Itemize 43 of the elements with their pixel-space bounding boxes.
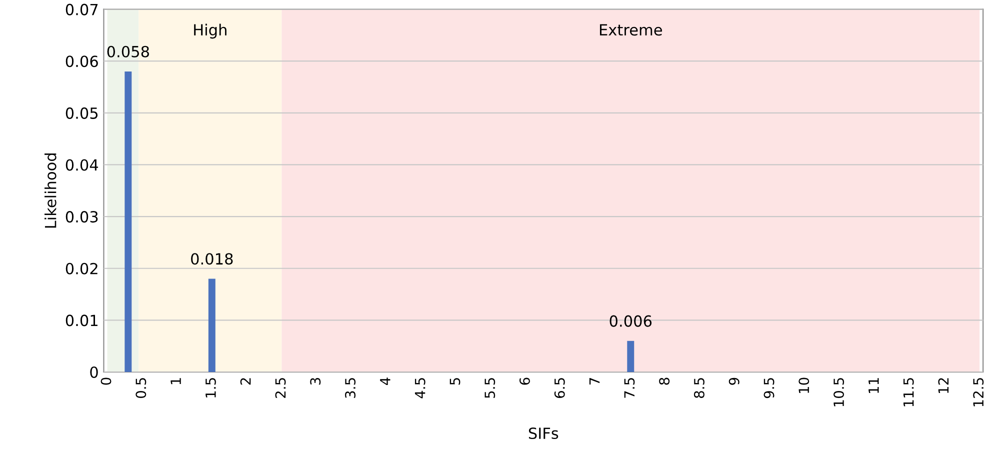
x-tick-label: 5 <box>450 378 460 385</box>
x-tick-label: 11.5 <box>903 378 914 406</box>
y-tick-label: 0.01 <box>66 314 98 326</box>
x-tick-label: 1.5 <box>206 378 216 398</box>
y-tick-label: 0.04 <box>66 159 98 171</box>
data-label: 0.018 <box>191 253 233 265</box>
x-tick-label: 10 <box>798 378 810 394</box>
y-axis-title: Likelihood <box>44 154 56 228</box>
x-tick-label: 11 <box>868 378 879 394</box>
x-tick-label: 4.5 <box>414 378 426 398</box>
x-tick-label: 7 <box>589 378 600 385</box>
x-tick-label: 5.5 <box>484 378 496 398</box>
y-tick-label: 0.07 <box>66 4 98 16</box>
x-tick-label: 7.5 <box>624 378 635 398</box>
x-tick-label: 3.5 <box>345 378 356 398</box>
x-tick-label: 2 <box>240 378 251 385</box>
x-tick-label: 8 <box>659 378 670 385</box>
bar <box>124 71 132 372</box>
bar <box>627 340 634 372</box>
y-tick-label: 0.03 <box>66 211 98 223</box>
x-tick-label: 3 <box>310 378 321 385</box>
x-tick-label: 0.5 <box>136 378 146 398</box>
x-tick-label: 10.5 <box>834 378 844 406</box>
y-tick-label: 0.06 <box>66 56 98 68</box>
x-tick-label: 4 <box>380 378 390 386</box>
x-axis-title: SIFs <box>528 428 558 440</box>
x-tick-label: 6 <box>519 378 530 385</box>
data-label: 0.058 <box>107 46 149 58</box>
y-tick-label: 0.05 <box>66 107 98 119</box>
bar <box>208 278 216 372</box>
y-tick-label: 0.02 <box>66 262 98 274</box>
x-tick-label: 0 <box>100 378 112 385</box>
band-label: Extreme <box>600 24 662 36</box>
x-tick-label: 8.5 <box>694 378 704 398</box>
x-tick-label: 9 <box>728 378 740 385</box>
x-tick-label: 2.5 <box>275 378 286 398</box>
x-tick-label: 6.5 <box>554 378 565 398</box>
x-tick-label: 12 <box>938 378 949 394</box>
x-tick-label: 12.5 <box>973 378 984 406</box>
data-label: 0.006 <box>610 315 652 327</box>
x-tick-label: 1 <box>170 378 181 384</box>
x-tick-label: 9.5 <box>764 378 774 398</box>
band-label: High <box>194 24 226 39</box>
